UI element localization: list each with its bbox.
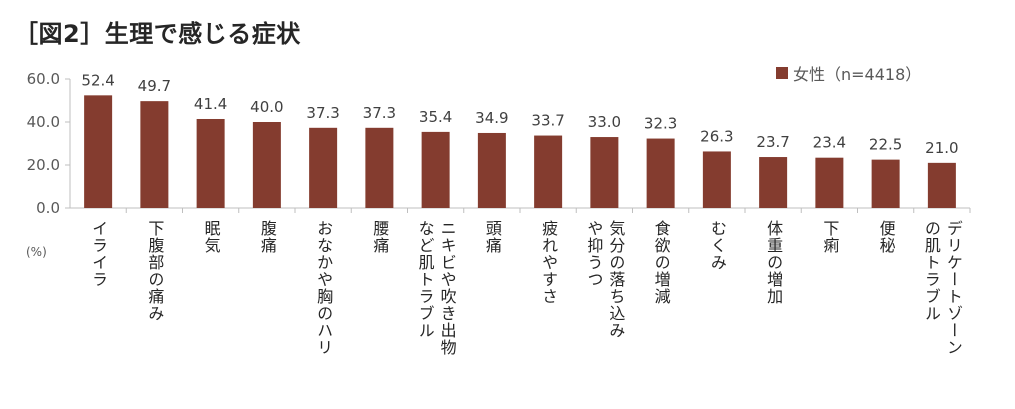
data-label: 34.9 (475, 109, 508, 127)
data-label: 37.3 (363, 104, 396, 122)
bar (477, 132, 506, 208)
data-label: 21.0 (925, 139, 958, 157)
x-tick-label: 腹痛 (256, 220, 278, 254)
bar (702, 151, 731, 208)
bar (309, 127, 338, 208)
bar (140, 101, 169, 208)
x-tick-label: 便秘 (875, 220, 897, 254)
x-tick-label: 眠気 (200, 220, 222, 254)
y-tick-label: 60.0 (27, 70, 60, 88)
x-tick-label-line: 下痢 (820, 220, 840, 254)
x-tick-label-line: や抑うつ (584, 220, 604, 288)
x-tick-label: イライラ (87, 220, 109, 288)
data-label: 26.3 (700, 127, 733, 145)
x-tick-label-line: 気分の落ち込み (606, 220, 626, 339)
x-tick-label-line: の肌トラブル (921, 220, 941, 322)
x-tick-label: 疲れやすさ (537, 220, 559, 305)
data-label: 41.4 (194, 95, 227, 113)
x-tick-label: 気分の落ち込み や抑うつ (582, 220, 626, 339)
y-tick-label: 20.0 (27, 156, 60, 174)
x-tick-label-line: 腹痛 (257, 220, 277, 254)
x-tick-label-line: 眠気 (201, 220, 221, 254)
data-label: 32.3 (644, 115, 677, 133)
x-tick-label: 下痢 (818, 220, 840, 254)
data-label: 52.4 (81, 71, 114, 89)
x-tick-label-line: など肌トラブル (415, 220, 435, 339)
bar (84, 95, 113, 208)
data-label: 35.4 (419, 108, 452, 126)
x-tick-label-line: イライラ (89, 220, 109, 288)
x-tick-label-line: 疲れやすさ (539, 220, 559, 305)
data-label: 33.7 (531, 112, 564, 130)
legend: 女性（n=4418） (776, 61, 921, 85)
x-tick-label-line: おなかや胸のハリ (314, 220, 334, 356)
x-tick-label-line: デリケートゾーン (943, 220, 963, 356)
legend-label: 女性（n=4418） (793, 65, 922, 84)
y-axis-unit-label: (%) (26, 245, 47, 259)
data-label: 49.7 (138, 77, 171, 95)
x-tick-label: デリケートゾーン の肌トラブル (920, 220, 964, 356)
x-tick-label-line: 体重の増加 (764, 220, 784, 305)
data-label: 33.0 (588, 113, 621, 131)
x-tick-label-line: 腰痛 (370, 220, 390, 254)
x-tick-label-line: 下腹部の痛み (145, 220, 165, 322)
data-label: 37.3 (306, 104, 339, 122)
data-label: 23.4 (813, 134, 846, 152)
x-tick-label: 頭痛 (481, 220, 503, 254)
bar (927, 162, 956, 208)
bar (365, 127, 394, 208)
x-tick-label-line: むくみ (707, 220, 727, 271)
x-tick-label: 下腹部の痛み (143, 220, 165, 322)
bar (252, 122, 281, 208)
bar (646, 138, 675, 208)
y-tick-label: 40.0 (27, 113, 60, 131)
x-tick-label: おなかや胸のハリ (312, 220, 334, 356)
bar (871, 159, 900, 208)
bar (421, 131, 450, 208)
x-tick-label: 食欲の増減 (650, 220, 672, 305)
x-tick-label-line: 頭痛 (482, 220, 502, 254)
x-tick-label: ニキビや吹き出物 など肌トラブル (414, 220, 458, 356)
data-label: 40.0 (250, 98, 283, 116)
x-tick-label-line: 食欲の増減 (651, 220, 671, 305)
data-label: 23.7 (756, 133, 789, 151)
data-label: 22.5 (869, 136, 902, 154)
x-tick-label: 体重の増加 (762, 220, 784, 305)
bar (534, 135, 563, 208)
y-tick-label: 0.0 (36, 199, 60, 217)
bar (759, 157, 788, 208)
x-tick-label: 腰痛 (368, 220, 390, 254)
legend-swatch (776, 67, 788, 79)
chart-title: ［図2］生理で感じる症状 (14, 20, 301, 48)
bar (590, 137, 619, 208)
bar (815, 157, 844, 208)
x-tick-label: むくみ (706, 220, 728, 271)
x-tick-label-line: ニキビや吹き出物 (437, 220, 457, 356)
x-tick-label-line: 便秘 (876, 220, 896, 254)
bar (196, 118, 225, 208)
